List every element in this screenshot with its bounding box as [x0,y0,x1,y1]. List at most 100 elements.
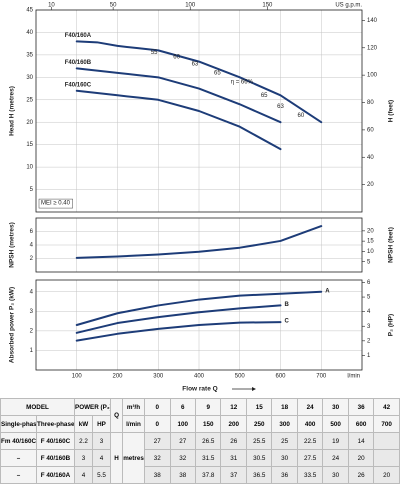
y-axis-title: NPSH (metres) [9,222,16,268]
table-cell: 38 [144,466,171,484]
table-cell: – [0,449,37,467]
efficiency-label: 63 [192,61,199,67]
x-tick-label: 500 [235,374,246,380]
table-cell: 300 [271,415,298,433]
table-cell: F 40/160A [36,466,75,484]
table-cell: 26 [220,432,247,450]
table-cell: 4 [74,466,93,484]
y2-tick-label: 20 [367,182,374,188]
curve [75,225,323,259]
efficiency-label: 63 [277,104,284,110]
header: HP [91,415,112,433]
x-tick-label: 300 [153,374,164,380]
table-cell: 25 [271,432,298,450]
y-axis-title: Absorbed power P₂ (kW) [9,287,16,363]
y2-axis-title: NPSH (feet) [388,227,395,263]
table-cell: 36 [271,466,298,484]
curve [75,290,323,326]
curve-label: A [325,288,330,294]
table-cell: 250 [245,415,273,433]
y-tick-label: 25 [26,97,33,103]
header: Single-phase [0,415,37,433]
table-cell: 32 [169,449,196,467]
plot-frame [35,279,363,371]
curve [75,67,282,124]
header: kW [74,415,93,433]
table-cell: 4 [91,449,112,467]
y2-tick-label: 3 [367,324,371,330]
table-cell: 2.2 [74,432,93,450]
table-cell: 27 [144,432,171,450]
efficiency-label: 60 [298,113,305,119]
x2-tick-label: 50 [110,3,117,9]
table-cell [373,432,400,450]
curve [75,321,282,342]
efficiency-label: 65 [214,70,221,76]
y-tick-label: 1 [30,348,34,354]
y2-tick-label: 10 [367,249,374,255]
table-cell: 24 [322,449,349,467]
efficiency-label: η = 66% [231,79,254,85]
y-tick-label: 10 [26,165,33,171]
header: Three-phase [36,415,75,433]
y-tick-label: 30 [26,75,33,81]
table-cell: 0 [144,398,171,416]
table-cell: 27 [169,432,196,450]
table-cell: 5.5 [91,466,112,484]
table-cell: 30 [271,449,298,467]
table-cell: 26 [347,466,375,484]
y2-tick-label: 140 [367,18,378,24]
x-tick-label: 400 [194,374,205,380]
header: m³/h [122,398,146,416]
curve-label: F40/160A [65,33,92,39]
y2-tick-label: 80 [367,100,374,106]
y-tick-label: 40 [26,30,33,36]
y2-tick-label: 40 [367,155,374,161]
table-cell: 30.5 [245,449,273,467]
table-cell: 36.5 [245,466,273,484]
table-cell: 18 [271,398,298,416]
y2-tick-label: 5 [367,259,371,265]
table-cell: 30 [322,398,349,416]
table-cell: metres [122,432,146,484]
table-cell: 100 [169,415,196,433]
table-cell: 38 [169,466,196,484]
table-cell: 33.5 [296,466,324,484]
efficiency-label: 65 [261,93,268,99]
table-cell: 26.5 [194,432,222,450]
y2-tick-label: 100 [367,73,378,79]
table-cell: 20 [347,449,375,467]
curve-label: C [285,319,290,325]
table-cell: 15 [245,398,273,416]
y-tick-label: 6 [30,229,34,235]
curve-label: F40/160C [65,82,92,88]
curve [75,40,323,124]
y2-axis-title: H (feet) [388,100,395,122]
table-cell: 150 [194,415,222,433]
table-cell: 500 [322,415,349,433]
table-cell: 9 [194,398,222,416]
y-tick-label: 35 [26,52,33,58]
x-tick-label: 700 [316,374,327,380]
y2-tick-label: 120 [367,45,378,51]
table-cell: 0 [144,415,171,433]
table-cell: H [110,432,124,484]
table-cell: 25.5 [245,432,273,450]
annotation-frame [38,198,73,209]
table-cell: 24 [296,398,324,416]
table-cell: 400 [296,415,324,433]
table-cell: 37 [220,466,247,484]
table-cell: 3 [74,449,93,467]
y2-tick-label: 4 [367,309,371,315]
y-axis-title: Head H (metres) [9,86,16,136]
y-tick-label: 4 [30,289,34,295]
table-cell: 600 [347,415,375,433]
table-cell: 20 [373,466,400,484]
table-cell [373,449,400,467]
curve [75,89,282,151]
y-tick-label: 2 [30,328,34,334]
x-tick-label: 600 [275,374,286,380]
